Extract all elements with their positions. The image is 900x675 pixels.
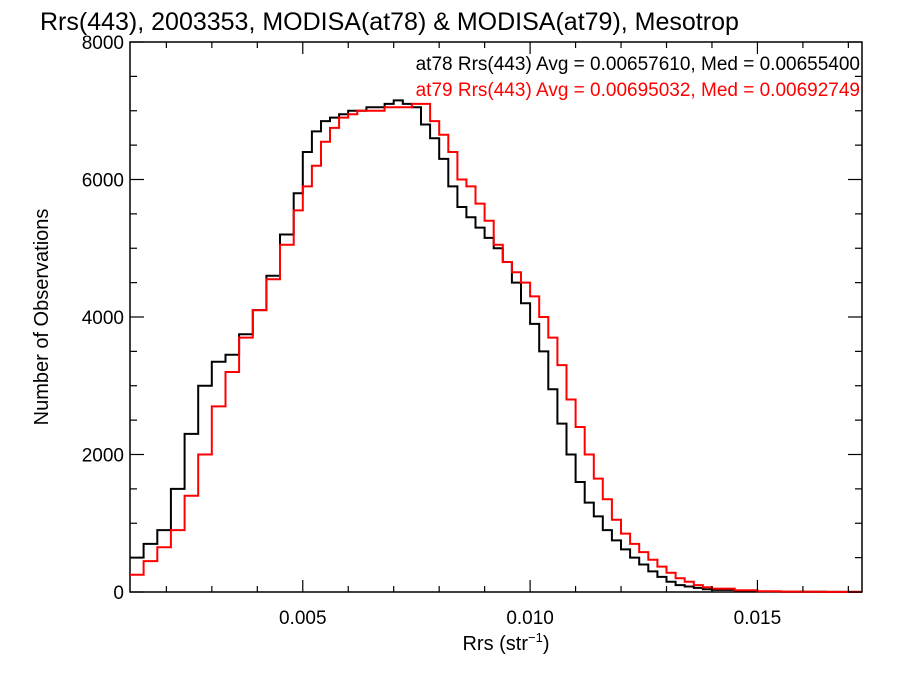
series-layer [130,99,862,593]
y-tick-label: 6000 [82,171,124,192]
y-tick-label: 2000 [82,446,124,467]
x-axis-label-main: Rrs (str [462,633,528,655]
series-line-at79 [130,102,862,593]
legend-entry-at78: at78 Rrs(443) Avg = 0.00657610, Med = 0.… [416,54,860,75]
x-tick-label: 0.010 [506,608,554,629]
y-tick-label: 0 [113,583,124,604]
legend: at78 Rrs(443) Avg = 0.00657610, Med = 0.… [416,54,860,101]
x-tick-label: 0.005 [279,608,327,629]
plot-frame [129,41,863,593]
plot-area: 0.005 0.010 0.015 0 2000 4000 6000 8000 [82,33,863,629]
chart-title: Rrs(443), 2003353, MODISA(at78) & MODISA… [40,8,739,36]
y-tick-label: 8000 [82,33,124,54]
x-axis-label-superscript: −1 [528,630,543,645]
x-axis-label-end: ) [543,633,550,655]
y-tick-label: 4000 [82,308,124,329]
ticks-layer: 0.005 0.010 0.015 0 2000 4000 6000 8000 [82,33,862,629]
legend-entry-at79: at79 Rrs(443) Avg = 0.00695032, Med = 0.… [416,80,860,101]
x-tick-label: 0.015 [734,608,782,629]
x-axis-label: Rrs (str−1) [462,630,549,655]
y-axis-label: Number of Observations [31,209,53,426]
